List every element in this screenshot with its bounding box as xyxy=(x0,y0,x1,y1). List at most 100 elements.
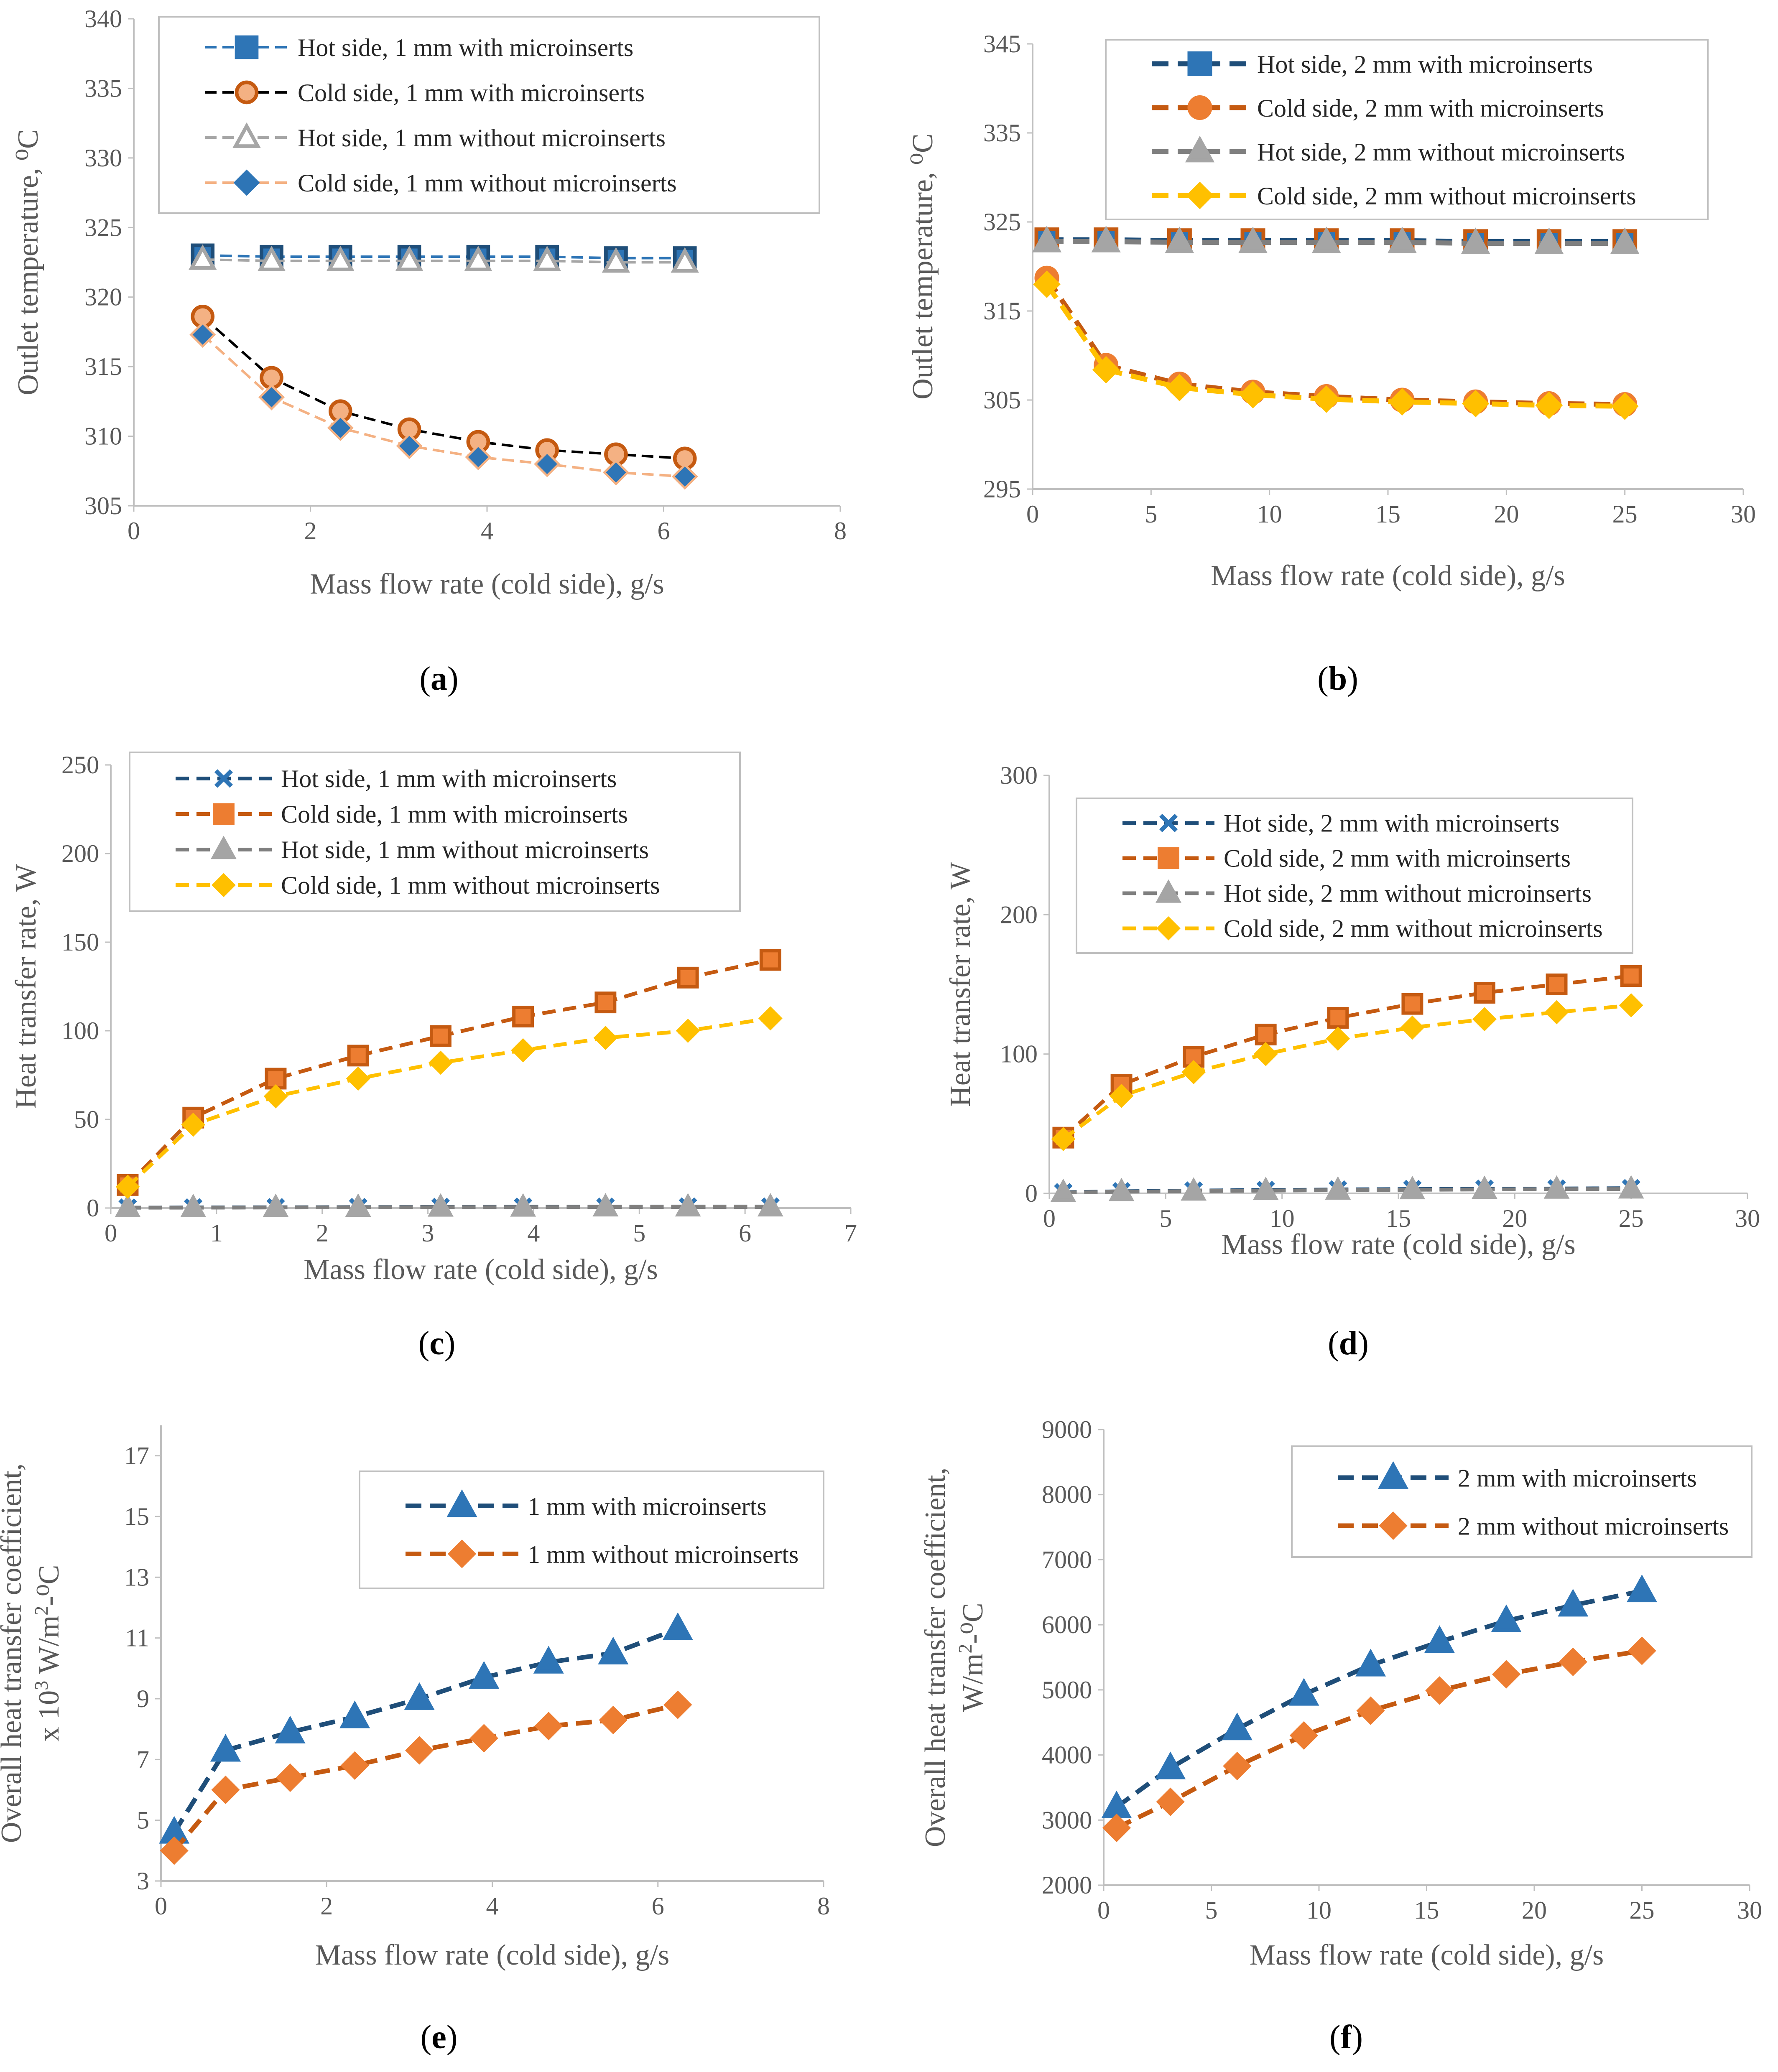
data-point xyxy=(533,1646,564,1674)
series-2 xyxy=(1034,265,1638,417)
data-point xyxy=(1156,1787,1185,1816)
y-tick-label: 340 xyxy=(84,5,122,33)
series-2 xyxy=(1052,965,1642,1149)
data-point xyxy=(598,1636,629,1664)
data-point xyxy=(1619,993,1643,1017)
series-4 xyxy=(1033,270,1639,420)
data-point xyxy=(1050,1178,1076,1202)
data-point xyxy=(671,463,698,490)
data-point xyxy=(1543,1175,1570,1199)
y-tick-label: 100 xyxy=(1000,1040,1038,1068)
panel-caption: (a) xyxy=(419,660,458,697)
y-tick-label: 9 xyxy=(137,1685,149,1713)
legend-label: Cold side, 1 mm without microinserts xyxy=(298,169,677,197)
data-point xyxy=(512,1006,534,1028)
legend-marker xyxy=(213,803,235,825)
y-tick-label: 335 xyxy=(983,119,1021,147)
legend-label: Hot side, 1 mm with microinserts xyxy=(298,34,633,61)
y-axis-title-line2: W/m2-⁰C xyxy=(954,1603,989,1712)
x-tick-label: 2 xyxy=(316,1219,329,1247)
x-tick-label: 7 xyxy=(844,1219,857,1247)
series-4 xyxy=(189,321,698,490)
data-point xyxy=(464,245,492,272)
caption-letter: b xyxy=(1329,660,1347,697)
data-point xyxy=(1255,1024,1277,1045)
legend-label: 1 mm without microinserts xyxy=(528,1541,798,1568)
data-point xyxy=(1289,1721,1319,1750)
data-point xyxy=(1356,1696,1385,1725)
data-point xyxy=(469,1661,500,1689)
x-tick-label: 6 xyxy=(739,1219,751,1247)
y-tick-label: 7000 xyxy=(1042,1546,1092,1573)
data-point xyxy=(346,1066,370,1091)
legend-marker xyxy=(212,873,236,897)
x-axis-title: Mass flow rate (cold side), g/s xyxy=(1221,1228,1576,1261)
legend-marker xyxy=(1186,181,1214,209)
y-tick-label: 7 xyxy=(137,1746,149,1773)
x-tick-label: 4 xyxy=(486,1892,499,1920)
data-point xyxy=(405,1736,434,1765)
data-point xyxy=(1474,982,1495,1004)
y-tick-label: 50 xyxy=(74,1106,99,1133)
series-line xyxy=(1045,283,1625,409)
caption-letter: e xyxy=(431,2019,446,2056)
x-axis-title: Mass flow rate (cold side), g/s xyxy=(1250,1939,1604,1971)
data-point xyxy=(511,1038,536,1063)
y-axis-unit-part: W/m xyxy=(957,1654,989,1712)
y-tick-label: 335 xyxy=(84,74,122,102)
legend-marker xyxy=(1156,879,1181,903)
legend-entry: 2 mm without microinserts xyxy=(1338,1511,1729,1540)
data-point xyxy=(1326,1027,1350,1051)
data-point xyxy=(395,245,423,272)
legend-entry: 2 mm with microinserts xyxy=(1338,1461,1697,1492)
series-3 xyxy=(1050,1175,1644,1202)
data-point xyxy=(1618,1175,1644,1199)
series-line xyxy=(172,1702,679,1852)
y-tick-label: 315 xyxy=(84,353,122,380)
legend-marker xyxy=(446,1489,477,1517)
legend-entry: Cold side, 2 mm without microinserts xyxy=(1152,181,1636,210)
legend-marker xyxy=(235,80,259,104)
legend-marker xyxy=(1159,813,1178,833)
data-point xyxy=(1166,374,1194,401)
y-tick-label: 295 xyxy=(983,475,1021,503)
legend: 1 mm with microinserts 1 mm without micro… xyxy=(359,1471,824,1589)
y-tick-label: 150 xyxy=(61,928,99,956)
x-tick-label: 8 xyxy=(817,1892,830,1920)
x-tick-label: 6 xyxy=(658,517,670,545)
data-point xyxy=(1108,1177,1135,1201)
data-point xyxy=(599,1705,628,1734)
legend-label: Hot side, 2 mm without microinserts xyxy=(1224,879,1592,907)
data-point xyxy=(534,451,561,477)
chart-panel-e: 0 2 4 6 8 3 5 7 9 11 13 15 17 Mass flow rate (cold si… xyxy=(0,1425,830,2056)
legend-entry: Cold side, 2 mm with microinserts xyxy=(1122,844,1571,872)
data-point xyxy=(1355,1649,1386,1677)
y-tick-label: 3 xyxy=(137,1867,149,1895)
legend-box xyxy=(1291,1445,1752,1558)
legend-label: Cold side, 2 mm with microinserts xyxy=(1257,94,1604,122)
x-tick-label: 2 xyxy=(320,1892,333,1920)
data-point xyxy=(663,1690,692,1719)
x-tick-label: 6 xyxy=(652,1892,664,1920)
x-tick-label: 20 xyxy=(1502,1205,1527,1232)
legend-marker xyxy=(214,769,233,788)
y-tick-label: 0 xyxy=(1025,1180,1038,1207)
x-tick-label: 1 xyxy=(210,1219,223,1247)
data-point xyxy=(263,1193,289,1217)
x-tick-label: 4 xyxy=(481,517,493,545)
data-point xyxy=(396,433,423,459)
x-tick-label: 15 xyxy=(1375,500,1400,528)
y-tick-label: 315 xyxy=(983,297,1021,325)
data-point xyxy=(404,1682,435,1710)
y-tick-label: 8000 xyxy=(1042,1481,1092,1509)
y-tick-label: 3000 xyxy=(1042,1806,1092,1834)
x-tick-label: 30 xyxy=(1735,1205,1760,1232)
x-tick-label: 25 xyxy=(1619,1205,1644,1232)
legend-entry: Hot side, 1 mm without microinserts xyxy=(205,122,666,152)
series-3 xyxy=(115,1193,783,1217)
x-tick-label: 10 xyxy=(1270,1205,1295,1232)
data-point xyxy=(1288,1678,1319,1706)
data-point xyxy=(675,1193,701,1217)
x-tick-label: 25 xyxy=(1630,1896,1655,1924)
legend-entry: Cold side, 1 mm with microinserts xyxy=(205,79,645,107)
